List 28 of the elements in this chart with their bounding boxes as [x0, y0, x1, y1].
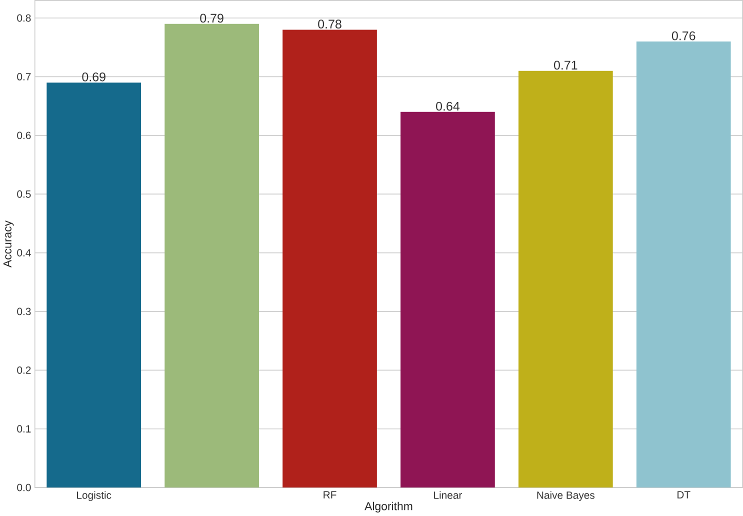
- y-tick-label: 0.2: [17, 366, 31, 374]
- data-label: 0.64: [436, 102, 460, 111]
- y-axis-title: Accuracy: [3, 220, 14, 268]
- data-label: 0.79: [200, 14, 224, 23]
- data-label: 0.71: [554, 60, 578, 70]
- bar: [164, 24, 259, 488]
- data-label: 0.78: [318, 20, 342, 28]
- bar: [518, 70, 613, 488]
- y-tick-label: 0.1: [17, 425, 31, 433]
- x-tick-label: Logistic: [77, 491, 112, 501]
- bar: [636, 41, 731, 488]
- x-tick-label: DT: [678, 491, 690, 498]
- y-tick-label: 0.7: [17, 73, 31, 80]
- bar: [46, 82, 142, 488]
- y-tick-label: 0.8: [17, 14, 31, 22]
- y-tick-label: 0.3: [17, 308, 31, 316]
- x-axis-title: Algorithm: [364, 502, 412, 513]
- y-tick-label: 0.0: [17, 484, 31, 492]
- y-tick-label: 0.5: [17, 190, 31, 198]
- x-tick-label: RF: [324, 491, 336, 498]
- data-label: 0.69: [82, 72, 106, 82]
- bar: [282, 30, 377, 488]
- y-tick-label: 0.6: [17, 132, 31, 140]
- data-label: 0.76: [672, 31, 696, 40]
- x-tick-label: Naive Bayes: [537, 491, 594, 501]
- bar: [400, 112, 495, 488]
- y-tick-label: 0.4: [17, 249, 31, 256]
- x-tick-label: Linear: [434, 491, 462, 499]
